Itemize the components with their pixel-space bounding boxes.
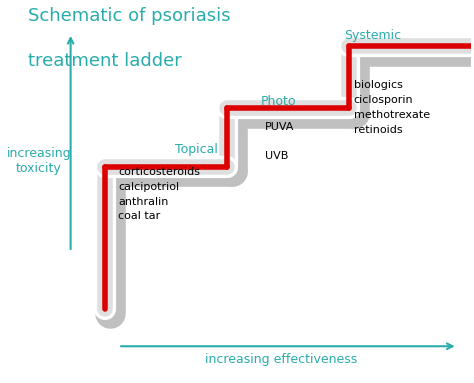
Text: PUVA

UVB: PUVA UVB: [265, 122, 295, 161]
Text: Topical: Topical: [175, 142, 218, 155]
Text: biologics
ciclosporin
methotrexate
retinoids: biologics ciclosporin methotrexate retin…: [354, 80, 429, 134]
Text: Photo: Photo: [261, 95, 296, 108]
Text: Schematic of psoriasis: Schematic of psoriasis: [27, 7, 230, 25]
Text: corticosteroids
calcipotriol
anthralin
coal tar: corticosteroids calcipotriol anthralin c…: [118, 167, 200, 221]
Text: Systemic: Systemic: [345, 29, 401, 43]
Text: increasing effectiveness: increasing effectiveness: [205, 353, 357, 366]
Text: treatment ladder: treatment ladder: [27, 52, 182, 70]
Text: increasing
toxicity: increasing toxicity: [7, 147, 71, 175]
